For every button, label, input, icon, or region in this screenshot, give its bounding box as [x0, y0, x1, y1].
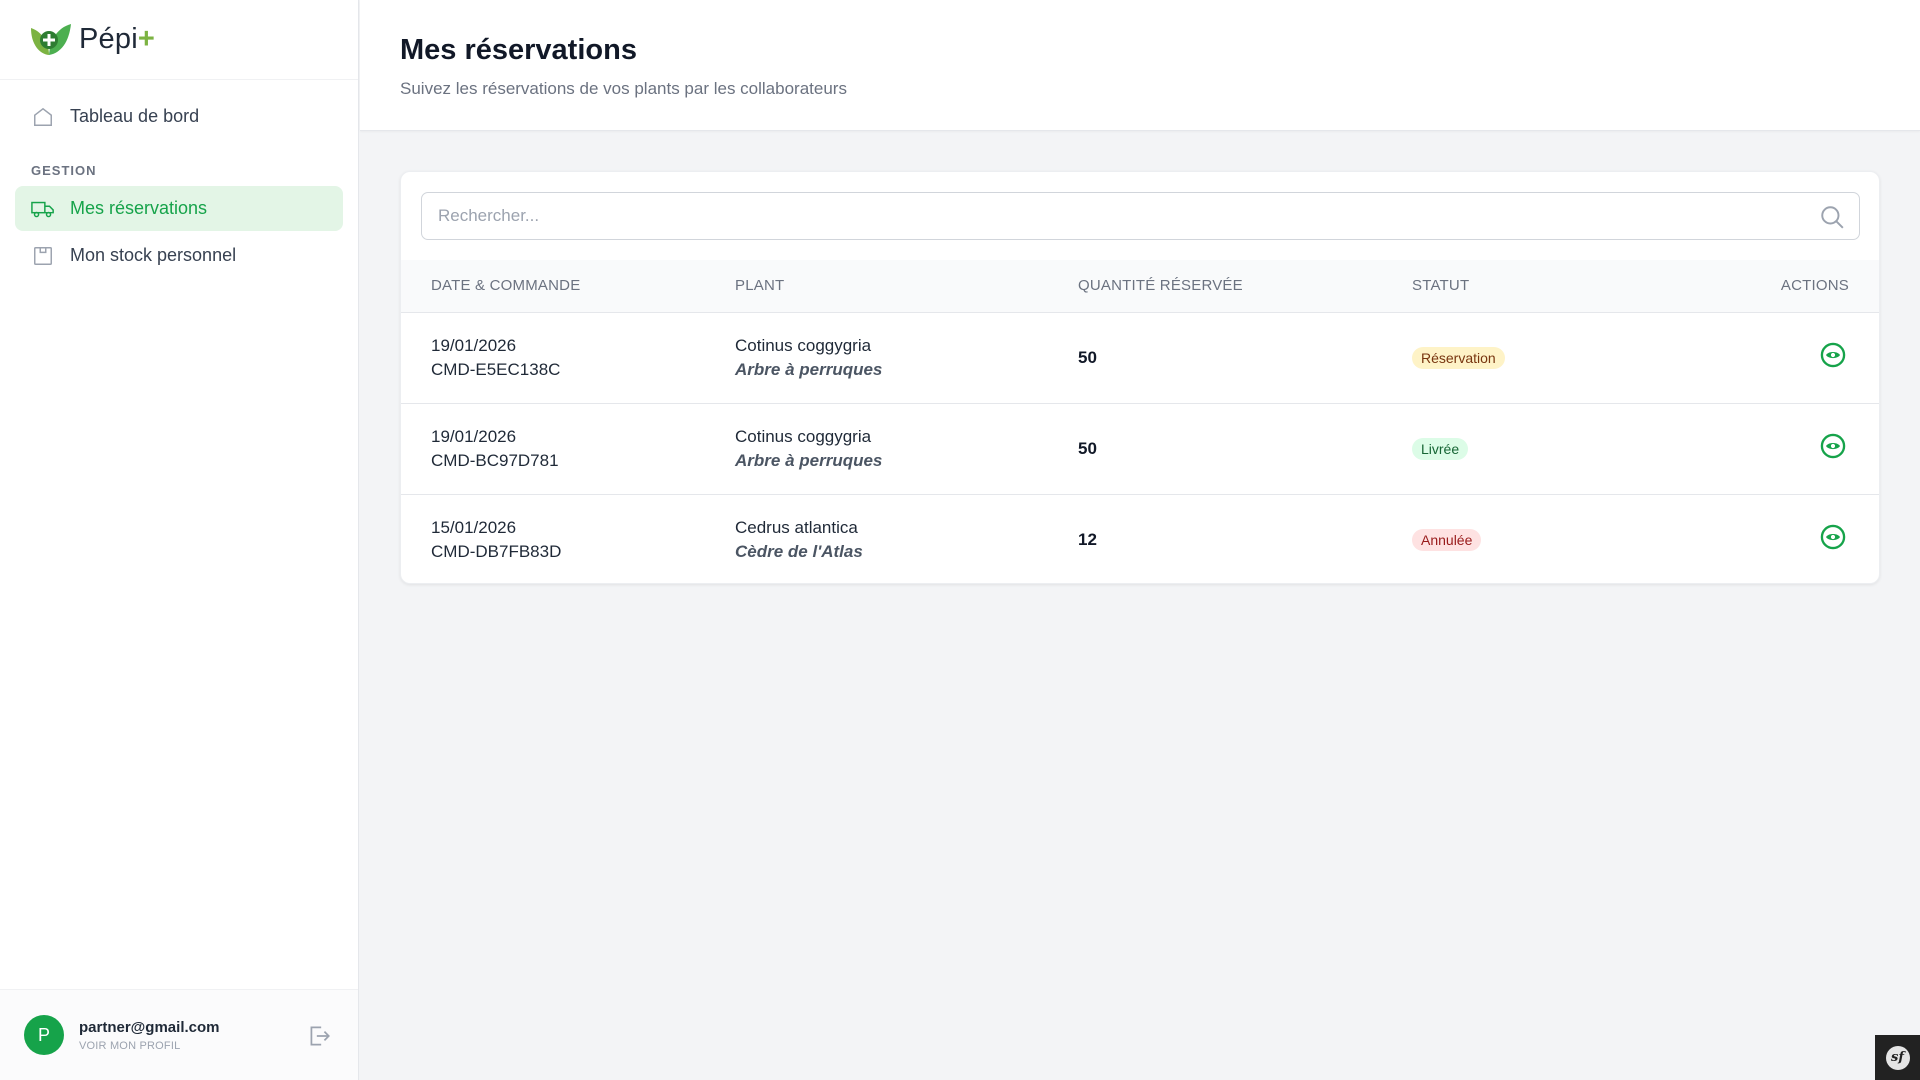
sidebar: Pépi + Tableau de bord GESTION Mes réserv… [0, 0, 359, 1080]
column-header-quantity[interactable]: QUANTITÉ RÉSERVÉE [1078, 277, 1243, 295]
plant-common-name: Arbre à perruques [735, 359, 883, 379]
plant-common-name: Arbre à perruques [735, 450, 883, 470]
truck-icon [31, 197, 55, 221]
profile-link[interactable]: VOIR MON PROFIL [79, 1039, 181, 1052]
status-badge: Annulée [1412, 528, 1482, 551]
order-number: CMD-DB7FB83D [431, 541, 562, 561]
symfony-logo-icon: sf [1885, 1045, 1910, 1070]
home-icon [31, 105, 55, 129]
plant-common-name: Cèdre de l'Atlas [735, 541, 863, 561]
brand-plus: + [137, 23, 155, 55]
status-badge: Réservation [1412, 346, 1505, 369]
table-row: 19/01/2026 CMD-E5EC138C Cotinus coggygri… [401, 312, 1879, 403]
reservation-date: 19/01/2026 [431, 426, 517, 446]
table-row: 19/01/2026 CMD-BC97D781 Cotinus coggygri… [401, 403, 1879, 494]
leaf-logo-icon [31, 23, 71, 55]
column-header-status[interactable]: STATUT [1412, 277, 1470, 295]
reserved-quantity: 50 [1078, 438, 1097, 458]
sidebar-item-reservations[interactable]: Mes réservations [15, 186, 343, 231]
debug-toolbar-toggle[interactable]: sf [1875, 1035, 1920, 1080]
reservations-card: DATE & COMMANDE PLANT QUANTITÉ RÉSERVÉE … [400, 171, 1880, 584]
view-eye-icon[interactable] [1819, 432, 1847, 460]
order-number: CMD-E5EC138C [431, 359, 561, 379]
page-title: Mes réservations [400, 34, 637, 66]
sidebar-item-dashboard[interactable]: Tableau de bord [15, 94, 343, 139]
table-row: 15/01/2026 CMD-DB7FB83D Cedrus atlantica… [401, 494, 1879, 583]
user-info: partner@gmail.com VOIR MON PROFIL [79, 1019, 220, 1052]
sidebar-item-label: Tableau de bord [70, 106, 200, 126]
table-header-row: DATE & COMMANDE PLANT QUANTITÉ RÉSERVÉE … [401, 260, 1879, 312]
sidebar-item-stock[interactable]: Mon stock personnel [15, 233, 343, 278]
logout-icon[interactable] [306, 1023, 332, 1049]
sidebar-item-label: Mes réservations [70, 198, 208, 218]
box-icon [31, 244, 55, 268]
plant-latin-name: Cedrus atlantica [735, 517, 858, 537]
nav-section-title: GESTION [31, 163, 97, 178]
column-header-actions: ACTIONS [1780, 277, 1849, 295]
column-header-date[interactable]: DATE & COMMANDE [431, 277, 581, 295]
reservations-table: DATE & COMMANDE PLANT QUANTITÉ RÉSERVÉE … [401, 260, 1879, 583]
page-header: Mes réservations Suivez les réservations… [360, 0, 1920, 131]
reserved-quantity: 12 [1078, 529, 1097, 549]
user-box: P partner@gmail.com VOIR MON PROFIL [0, 989, 358, 1080]
plant-latin-name: Cotinus coggygria [735, 426, 872, 446]
sidebar-nav: Tableau de bord GESTION Mes réservations… [0, 80, 358, 278]
status-badge: Livrée [1412, 437, 1469, 460]
column-header-plant[interactable]: PLANT [735, 277, 785, 295]
view-eye-icon[interactable] [1819, 341, 1847, 369]
order-number: CMD-BC97D781 [431, 450, 559, 470]
view-eye-icon[interactable] [1819, 523, 1847, 551]
search-box [421, 192, 1860, 240]
brand[interactable]: Pépi + [0, 0, 358, 80]
reservation-date: 15/01/2026 [431, 517, 517, 537]
reserved-quantity: 50 [1078, 347, 1097, 367]
avatar[interactable]: P [24, 1015, 64, 1055]
user-email: partner@gmail.com [79, 1018, 220, 1036]
search-input[interactable] [422, 193, 1859, 239]
reservation-date: 19/01/2026 [431, 335, 517, 355]
page-subtitle: Suivez les réservations de vos plants pa… [400, 79, 847, 98]
sidebar-item-label: Mon stock personnel [70, 245, 237, 265]
brand-name: Pépi [79, 23, 138, 55]
search-icon[interactable] [1819, 204, 1845, 230]
plant-latin-name: Cotinus coggygria [735, 335, 872, 355]
